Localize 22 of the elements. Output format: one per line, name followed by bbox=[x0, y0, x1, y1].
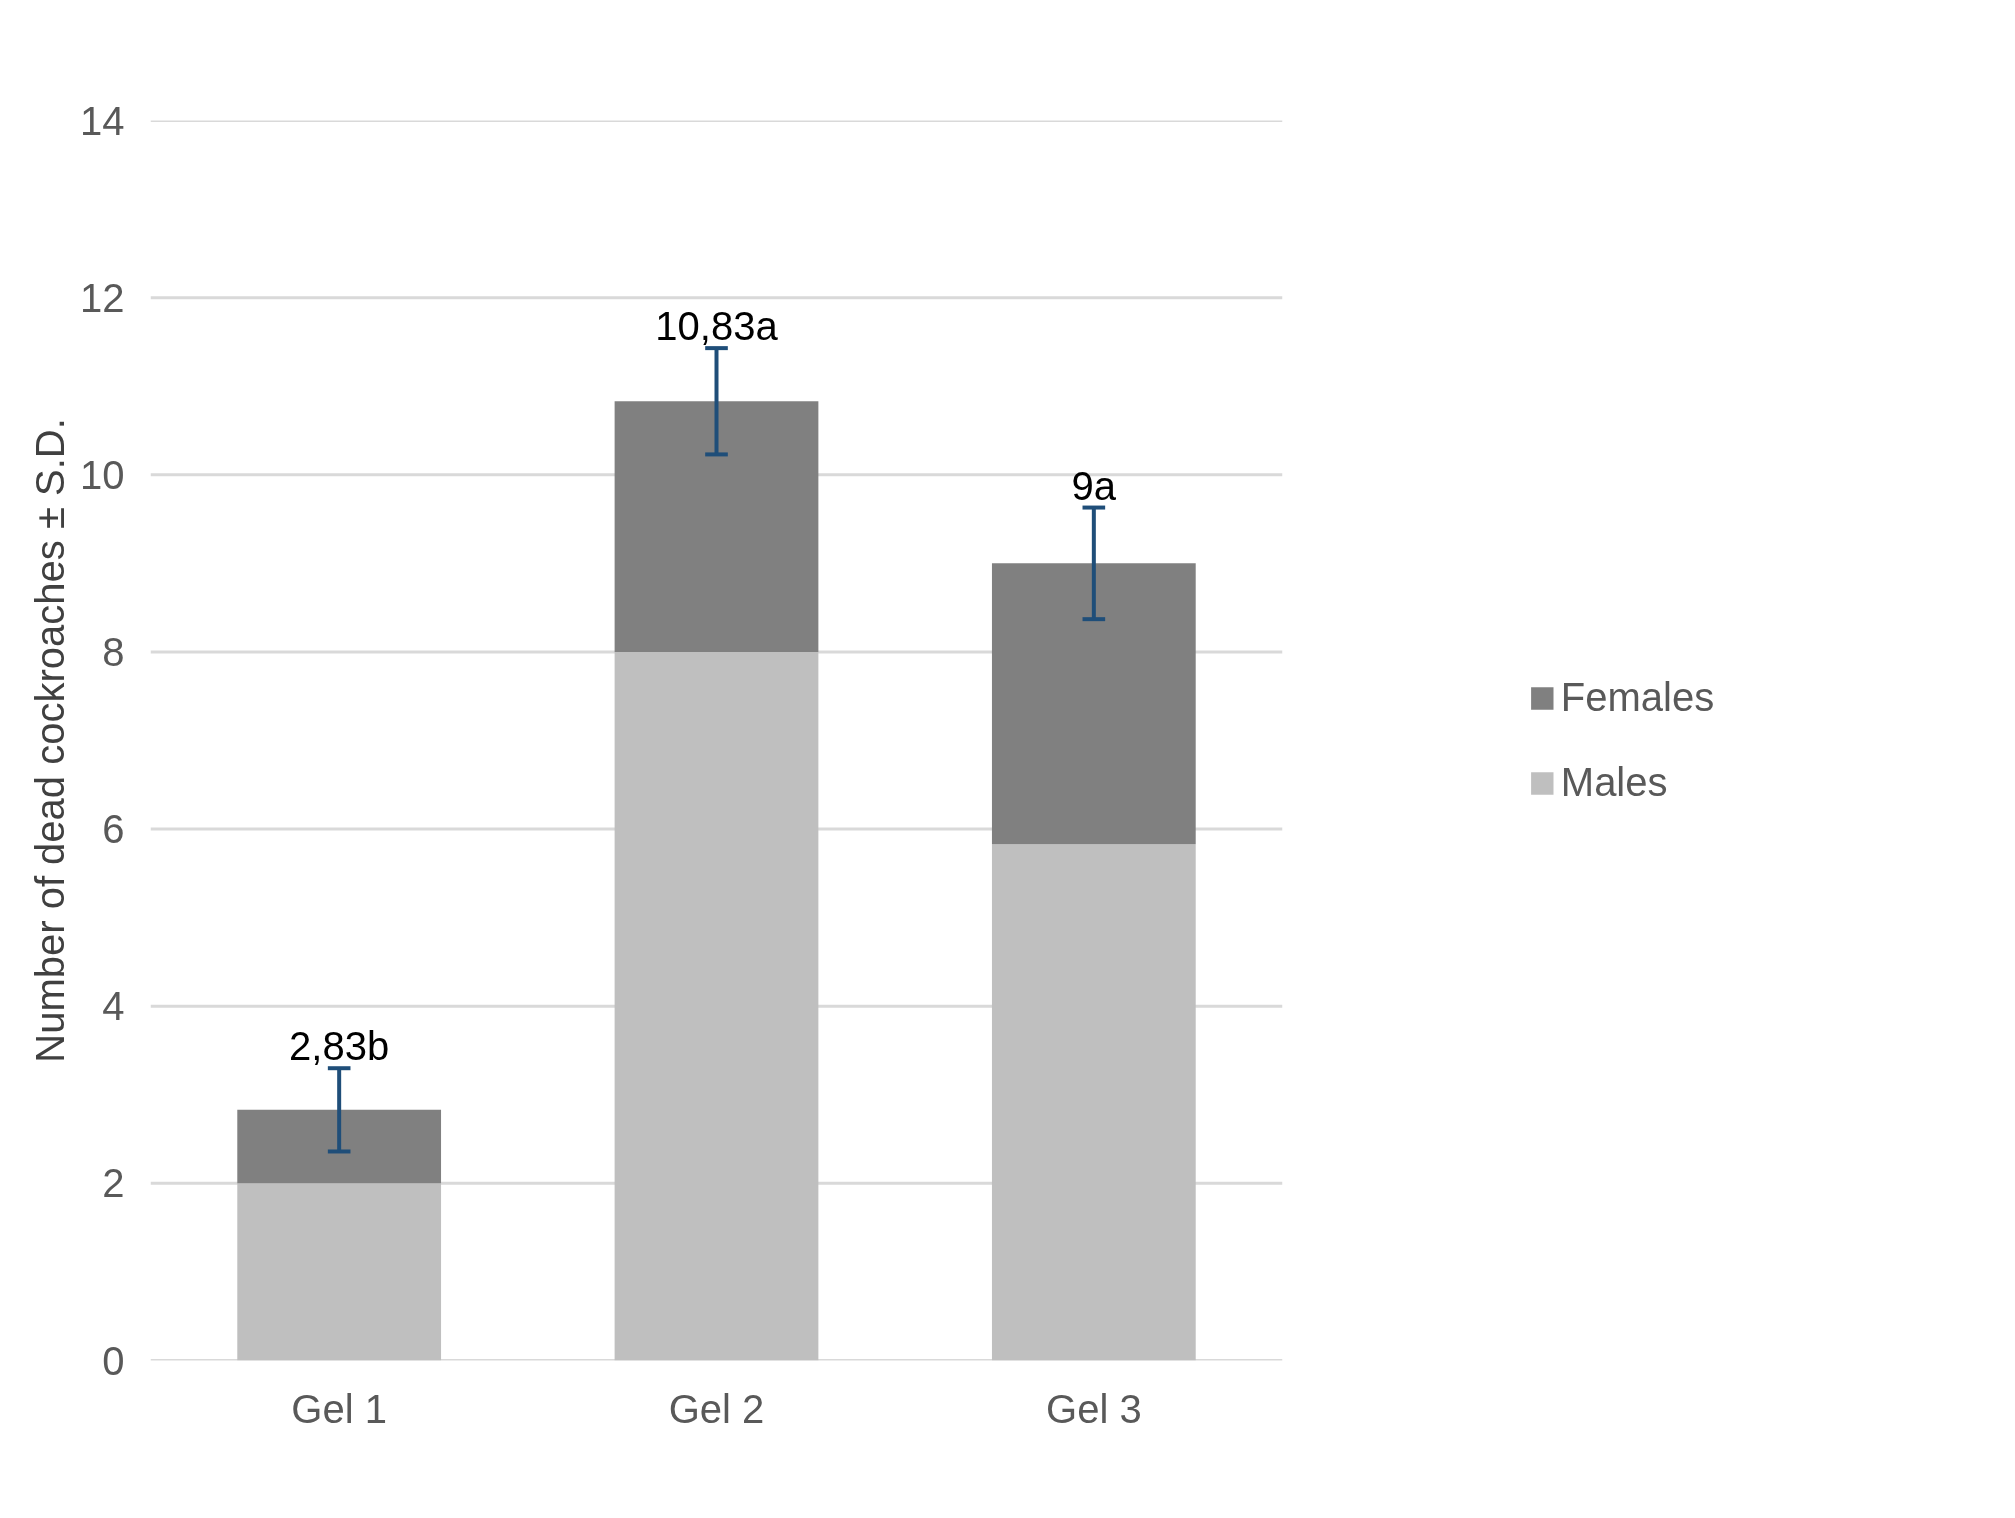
y-tick-label: 12 bbox=[80, 275, 125, 320]
y-tick-label: 2 bbox=[102, 1161, 125, 1206]
bar bbox=[614, 651, 819, 1361]
legend-label: Females bbox=[1560, 675, 1715, 720]
x-tick-label: Gel 2 bbox=[668, 1386, 765, 1431]
y-tick-label: 14 bbox=[80, 98, 125, 143]
y-tick-label: 10 bbox=[80, 452, 125, 497]
y-tick-label: 0 bbox=[102, 1338, 125, 1383]
y-tick-label: 6 bbox=[102, 807, 125, 852]
total-label: 9a bbox=[1071, 463, 1117, 508]
x-tick-label: Gel 1 bbox=[291, 1386, 387, 1431]
y-axis-title: Number of dead cockroaches ± S.D. bbox=[28, 418, 73, 1063]
y-tick-label: 8 bbox=[102, 629, 125, 674]
bar bbox=[237, 1183, 442, 1361]
bar bbox=[991, 844, 1196, 1361]
legend-label: Males bbox=[1560, 760, 1668, 805]
bar bbox=[991, 563, 1196, 845]
total-label: 10,83a bbox=[655, 304, 779, 349]
y-tick-label: 4 bbox=[102, 984, 125, 1029]
total-label: 2,83b bbox=[289, 1024, 390, 1069]
x-tick-label: Gel 3 bbox=[1046, 1386, 1142, 1431]
bar bbox=[614, 401, 819, 652]
